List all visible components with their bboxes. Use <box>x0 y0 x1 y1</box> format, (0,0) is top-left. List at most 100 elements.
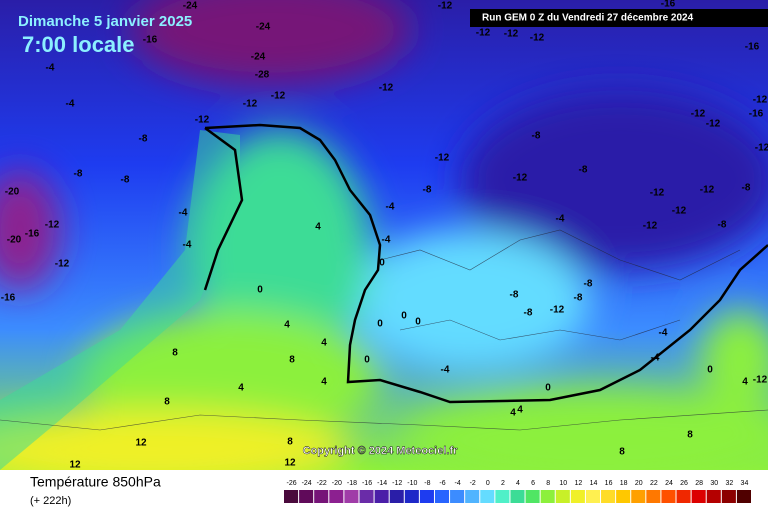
scale-swatch <box>299 490 314 503</box>
contour-label: -4 <box>66 99 75 110</box>
contour-label: 4 <box>742 377 748 388</box>
contour-label: 0 <box>707 365 713 376</box>
contour-label: -12 <box>706 119 721 130</box>
country-borders <box>0 229 768 431</box>
scale-swatch <box>691 490 706 503</box>
scale-swatch <box>329 490 344 503</box>
contour-label: -12 <box>691 109 706 120</box>
scale-swatch <box>510 490 525 503</box>
contour-label: -8 <box>742 183 751 194</box>
contour-label: 0 <box>401 311 407 322</box>
contour-label: -12 <box>476 28 491 39</box>
coastlines <box>203 123 768 404</box>
contour-label: -24 <box>183 1 198 12</box>
run-banner <box>470 9 768 27</box>
contour-label: 4 <box>321 338 327 349</box>
contour-label: -8 <box>74 169 83 180</box>
contour-labels: -24-24-16-12 -16-4-24-28-12-12-12-4-12-8-… <box>1 0 768 471</box>
scale-label: 30 <box>710 480 718 487</box>
scale-swatch <box>570 490 585 503</box>
scale-swatch <box>404 490 419 503</box>
contour-label: -12 <box>513 173 528 184</box>
contour-label: -4 <box>46 63 55 74</box>
scale-label: 6 <box>531 480 535 487</box>
scale-label: -18 <box>347 480 357 487</box>
contour-label: -12 <box>435 153 450 164</box>
scale-swatch <box>434 490 450 503</box>
contour-label: 0 <box>545 383 551 394</box>
scale-label: 18 <box>620 480 628 487</box>
contour-label: 0 <box>379 258 385 269</box>
contour-label: 4 <box>510 408 516 419</box>
forecast-date: Dimanche 5 janvier 2025 <box>18 13 192 30</box>
scale-label: 14 <box>590 480 598 487</box>
contour-label: -4 <box>183 240 192 251</box>
contour-label: 8 <box>619 447 625 458</box>
contour-label: -4 <box>179 208 188 219</box>
contour-label: 0 <box>377 319 383 330</box>
scale-label: 10 <box>559 480 567 487</box>
contour-label: -24 <box>256 22 271 33</box>
scale-swatch <box>465 490 480 503</box>
contour-label: -8 <box>121 175 130 186</box>
variable-name: Température 850hPa <box>30 474 161 490</box>
copyright: Copyright © 2024 Meteociel.fr <box>303 445 459 457</box>
scale-label: 0 <box>486 480 490 487</box>
scale-label: 34 <box>741 480 749 487</box>
contour-label: -12 <box>438 1 453 12</box>
contour-label: 4 <box>284 320 290 331</box>
scale-swatch <box>480 490 495 503</box>
scale-swatch <box>314 490 329 503</box>
contour-label: 4 <box>315 222 321 233</box>
scale-swatch <box>540 490 555 503</box>
contour-label: -12 <box>271 91 286 102</box>
scale-swatch <box>706 490 721 503</box>
scale-label: -8 <box>424 480 430 487</box>
contour-label: -20 <box>5 187 20 198</box>
scale-label: -14 <box>377 480 387 487</box>
scale-swatch <box>661 490 676 503</box>
contour-label: -8 <box>139 134 148 145</box>
scale-label: -10 <box>407 480 417 487</box>
color-scale: -26 -24 -22 -20 -18 -16 -14 -12 -10 -8 -6 -4 -2 0 2 4 6 8… <box>284 480 751 503</box>
contour-label: 12 <box>284 458 296 469</box>
scale-swatch <box>631 490 646 503</box>
scale-swatch <box>419 490 434 503</box>
scale-label: -6 <box>439 480 445 487</box>
contour-label: 8 <box>687 430 693 441</box>
contour-label: -12 <box>755 143 768 154</box>
scale-label: -12 <box>392 480 402 487</box>
scale-label: 2 <box>501 480 505 487</box>
contour-label: -28 <box>255 70 270 81</box>
contour-label: -8 <box>579 165 588 176</box>
contour-label: -4 <box>382 235 391 246</box>
contour-label: -12 <box>700 185 715 196</box>
scale-label: 12 <box>574 480 582 487</box>
scale-label: 32 <box>725 480 733 487</box>
contour-label: -12 <box>379 83 394 94</box>
contour-label: 0 <box>415 317 421 328</box>
contour-label: -12 <box>243 99 258 110</box>
contour-label: 4 <box>517 405 523 416</box>
contour-label: 12 <box>135 438 147 449</box>
contour-label: -4 <box>651 353 660 364</box>
scale-label: 26 <box>680 480 688 487</box>
contour-label: -12 <box>55 259 70 270</box>
scale-label: -20 <box>332 480 342 487</box>
contour-label: -8 <box>532 131 541 142</box>
contour-label: -12 <box>643 221 658 232</box>
scale-label: -4 <box>454 480 460 487</box>
scale-swatch <box>374 490 389 503</box>
scale-swatch <box>601 490 616 503</box>
scale-label: 16 <box>605 480 613 487</box>
contour-label: 0 <box>257 285 263 296</box>
contour-label: 8 <box>289 355 295 366</box>
contour-label: -8 <box>718 220 727 231</box>
scale-label: 22 <box>650 480 658 487</box>
contour-label: 8 <box>287 437 293 448</box>
scale-label: 20 <box>635 480 643 487</box>
scale-label: 28 <box>695 480 703 487</box>
lead-time: (+ 222h) <box>30 495 71 507</box>
scale-swatch <box>284 490 299 503</box>
scale-swatch <box>646 490 661 503</box>
